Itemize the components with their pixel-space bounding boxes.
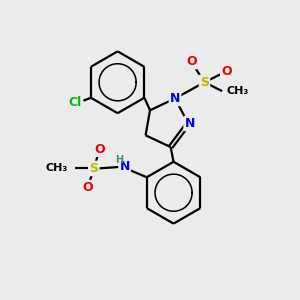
Text: H: H: [115, 154, 124, 165]
Text: Cl: Cl: [68, 96, 81, 109]
Text: S: S: [200, 76, 209, 89]
Text: S: S: [89, 162, 98, 175]
Text: O: O: [94, 143, 105, 156]
Text: N: N: [184, 117, 195, 130]
Text: CH₃: CH₃: [45, 164, 67, 173]
Text: N: N: [170, 92, 180, 105]
Text: O: O: [186, 55, 196, 68]
Text: O: O: [82, 181, 93, 194]
Text: CH₃: CH₃: [226, 86, 249, 96]
Text: O: O: [221, 65, 232, 79]
Text: N: N: [119, 160, 130, 173]
